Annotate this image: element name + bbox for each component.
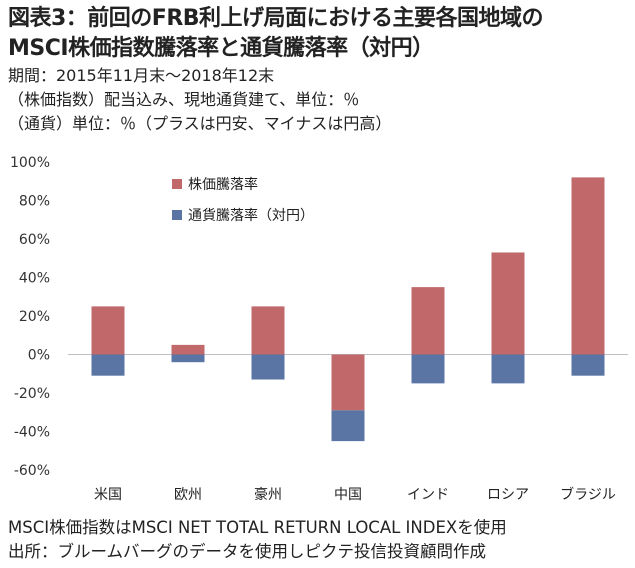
y-tick-label: -60% <box>14 463 50 479</box>
y-tick-label: 80% <box>19 194 50 210</box>
legend-label-currency: 通貨騰落率（対円） <box>188 207 314 224</box>
currency-bar <box>571 354 605 376</box>
stock-bar <box>491 252 525 355</box>
y-tick-label: -40% <box>14 425 50 441</box>
currency-bar <box>411 354 445 384</box>
legend-swatch-stock <box>172 179 182 189</box>
currency-bar <box>491 354 525 384</box>
currency-bar <box>331 410 365 442</box>
y-tick-label: 60% <box>19 232 50 248</box>
y-tick-label: 20% <box>19 309 50 325</box>
y-tick-label: 40% <box>19 271 50 287</box>
y-tick-label: 100% <box>10 155 50 171</box>
stock-unit-note: （株価指数）配当込み、現地通貨建て、単位：％ <box>8 90 360 109</box>
x-axis: 米国 欧州 豪州 中国 インド ロシア ブラジル <box>94 486 616 503</box>
category-label: ロシア <box>487 487 529 503</box>
stock-bar <box>251 306 285 355</box>
category-label: 豪州 <box>254 487 282 503</box>
stock-bar <box>91 306 125 355</box>
stock-bar <box>571 177 605 355</box>
currency-bar <box>171 354 205 363</box>
y-tick-label: 0% <box>28 348 50 364</box>
source-note-index: MSCI株価指数はMSCI NET TOTAL RETURN LOCAL IND… <box>8 518 507 537</box>
title-line-1: 図表3：前回のFRB利上げ局面における主要各国地域の <box>8 6 544 31</box>
legend-label-stock: 株価騰落率 <box>188 176 258 193</box>
category-label: 中国 <box>334 487 362 503</box>
currency-bar <box>251 354 285 380</box>
stock-bar <box>331 354 365 411</box>
period-note: 期間：2015年11月末～2018年12末 <box>8 66 275 85</box>
currency-bar <box>91 354 125 376</box>
currency-unit-note: （通貨）単位：％（プラスは円安、マイナスは円高） <box>8 114 392 133</box>
legend-swatch-currency <box>172 210 182 220</box>
source-note-origin: 出所：ブルームバーグのデータを使用しピクテ投信投資顧問作成 <box>8 542 487 561</box>
stock-bar <box>171 344 205 355</box>
chart-title: 図表3：前回のFRB利上げ局面における主要各国地域の MSCI株価指数騰落率と通… <box>8 4 544 64</box>
stock-bar <box>411 287 445 355</box>
category-label: 欧州 <box>174 487 202 503</box>
category-label: 米国 <box>94 487 122 503</box>
category-label: ブラジル <box>560 486 616 503</box>
bars <box>91 177 605 442</box>
y-tick-label: -20% <box>14 386 50 402</box>
category-label: インド <box>407 487 449 503</box>
title-line-2: MSCI株価指数騰落率と通貨騰落率（対円） <box>8 36 434 61</box>
y-axis: 100% 80% 60% 40% 20% 0% -20% -40% -60% <box>10 155 628 479</box>
